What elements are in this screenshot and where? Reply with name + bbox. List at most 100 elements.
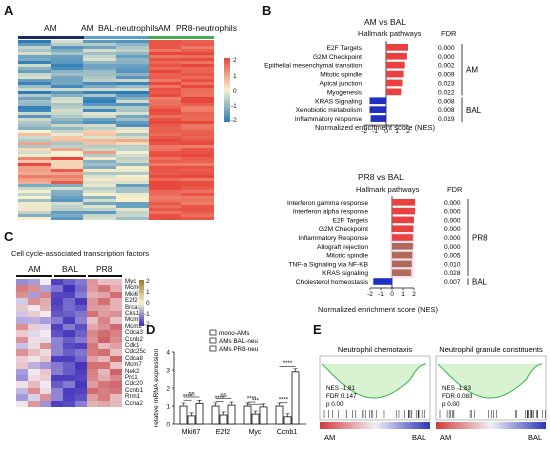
heatmap-cell xyxy=(148,187,182,190)
heatmap-cell xyxy=(18,151,51,154)
heatmap-cell xyxy=(148,211,182,214)
heatmap-cell xyxy=(148,73,182,76)
heatmap-cell xyxy=(181,184,214,187)
heatmap-cell xyxy=(83,100,116,103)
heatmap-cell xyxy=(63,336,75,343)
heatmap-cell xyxy=(116,163,149,166)
heatmap-cell xyxy=(16,311,28,318)
heatmap-cell xyxy=(63,349,75,356)
nes-bar xyxy=(392,234,413,241)
heatmap-cell xyxy=(16,400,28,407)
heatmap-cell xyxy=(18,127,51,130)
heatmap-cell xyxy=(148,127,182,130)
heatmap-cell xyxy=(116,202,149,205)
heatmap-cell xyxy=(18,163,51,166)
heatmap-cell xyxy=(110,317,122,324)
heatmap-cell xyxy=(148,163,182,166)
heatmap-cell xyxy=(39,368,52,375)
heatmap-cell xyxy=(98,368,111,375)
panel-c-color-legend xyxy=(139,280,144,326)
heatmap-cell xyxy=(116,157,149,160)
bar xyxy=(259,406,268,425)
gsea-title: Neutrophil granule constituents xyxy=(439,345,543,354)
heatmap-cell xyxy=(50,124,84,127)
heatmap-cell xyxy=(83,40,116,43)
heatmap-cell xyxy=(86,291,99,299)
heatmap-cell xyxy=(39,400,52,407)
heatmap-cell xyxy=(83,82,116,85)
heatmap-cell xyxy=(110,279,122,286)
nes-bar xyxy=(370,115,386,122)
heatmap-cell xyxy=(18,190,51,193)
heatmap-cell xyxy=(74,343,87,350)
heatmap-cell xyxy=(83,52,116,55)
panel-a-legend-tick-3: 0 xyxy=(233,88,237,95)
heatmap-cell xyxy=(50,163,84,166)
group-label: BAL xyxy=(472,278,488,287)
heatmap-cell xyxy=(110,375,122,382)
gsea-p: p 0.00 xyxy=(326,401,344,408)
enrichment-area xyxy=(438,364,542,398)
heatmap-cell xyxy=(98,279,111,286)
panel-c-legend-tick-1: 2 xyxy=(146,278,150,285)
heatmap-cell xyxy=(27,368,40,375)
heatmap-cell xyxy=(18,82,51,85)
heatmap-cell xyxy=(50,193,84,196)
heatmap-cell xyxy=(148,217,182,220)
heatmap-cell xyxy=(39,323,52,331)
heatmap-cell xyxy=(18,184,51,187)
heatmap-cell xyxy=(74,368,87,375)
heatmap-cell xyxy=(148,46,182,49)
x-tick-label: 0 xyxy=(384,128,388,135)
heatmap-cell xyxy=(116,52,149,55)
gene-label: Mki67 xyxy=(125,290,142,298)
legend-swatch xyxy=(209,345,217,352)
heatmap-cell xyxy=(18,178,51,181)
heatmap-cell xyxy=(110,349,122,356)
heatmap-cell xyxy=(50,196,84,199)
heatmap-cell xyxy=(181,121,214,124)
heatmap-cell xyxy=(83,118,116,121)
heatmap-cell xyxy=(27,400,40,407)
heatmap-cell xyxy=(181,196,214,199)
heatmap-cell xyxy=(181,154,214,157)
heatmap-cell xyxy=(181,91,214,94)
heatmap-cell xyxy=(181,49,214,52)
heatmap-cell xyxy=(18,85,51,88)
pathway-label: Interferon alpha response xyxy=(293,209,368,216)
heatmap-cell xyxy=(39,336,52,343)
fdr-value: 0.000 xyxy=(444,200,461,207)
enrichment-area xyxy=(322,364,426,398)
heatmap-cell xyxy=(51,362,64,369)
heatmap-cell xyxy=(181,100,214,103)
heatmap-cell xyxy=(181,205,214,208)
pathway-label: Inflammatory response xyxy=(295,116,362,123)
heatmap-cell xyxy=(148,184,182,187)
heatmap-cell xyxy=(16,298,28,305)
heatmap-cell xyxy=(27,394,40,401)
heatmap-cell xyxy=(50,154,84,157)
heatmap-cell xyxy=(18,148,51,151)
group-label: AM xyxy=(466,66,478,75)
heatmap-cell xyxy=(116,85,149,88)
heatmap-cell xyxy=(83,46,116,49)
heatmap-cell xyxy=(18,109,51,112)
heatmap-cell xyxy=(181,133,214,136)
heatmap-cell xyxy=(18,97,51,100)
heatmap-cell xyxy=(181,187,214,190)
heatmap-cell xyxy=(181,115,214,118)
heatmap-cell xyxy=(27,355,40,363)
gene-label: Cks1b xyxy=(125,310,143,317)
heatmap-cell xyxy=(83,103,116,106)
heatmap-cell xyxy=(116,64,149,67)
heatmap-cell xyxy=(50,94,84,97)
heatmap-cell xyxy=(39,381,52,388)
panel-a-color-legend xyxy=(224,58,230,122)
heatmap-cell xyxy=(181,85,214,88)
significance-label: ns xyxy=(188,392,194,398)
gsea-right-label: BAL xyxy=(412,433,426,442)
heatmap-cell xyxy=(181,58,214,61)
heatmap-cell xyxy=(18,130,51,133)
heatmap-cell xyxy=(83,184,116,187)
